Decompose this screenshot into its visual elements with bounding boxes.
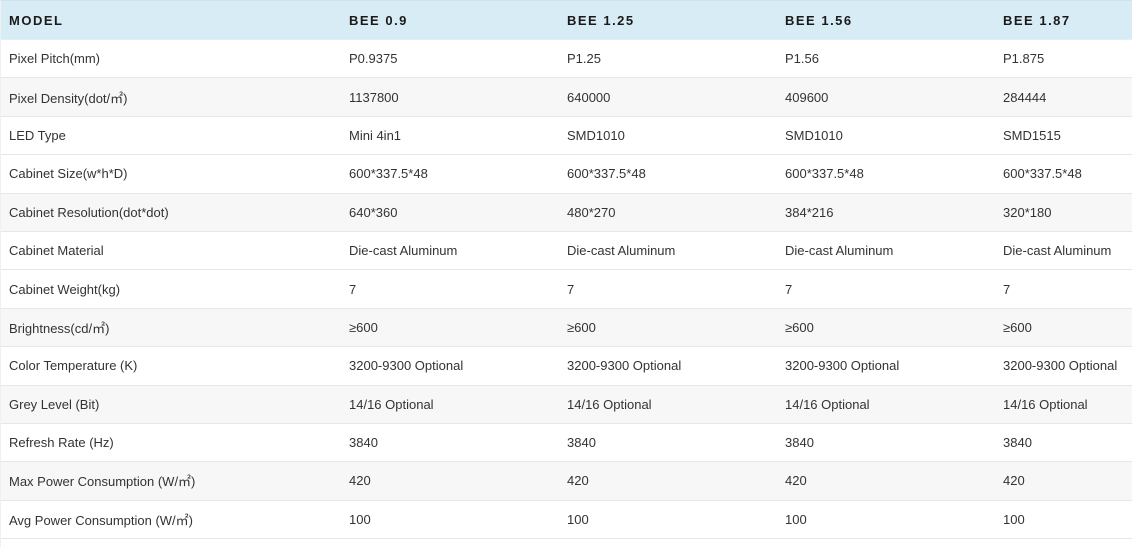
- row-label: Grey Level (Bit): [1, 385, 349, 424]
- cell-value: Die-cast Aluminum: [785, 231, 1003, 271]
- column-header-bee-1-87: BEE 1.87: [1003, 0, 1132, 40]
- row-label: Color Temperature (K): [1, 346, 349, 386]
- cell-value: 14/16 Optional: [785, 385, 1003, 424]
- cell-value: 3840: [785, 423, 1003, 463]
- cell-value: ≥600: [785, 308, 1003, 348]
- cell-value: SMD1010: [567, 116, 785, 156]
- table-row: Color Temperature (K) 3200-9300 Optional…: [1, 346, 1132, 386]
- cell-value: 3840: [567, 423, 785, 463]
- cell-value: 3200-9300 Optional: [785, 346, 1003, 386]
- cell-value: 480*270: [567, 193, 785, 232]
- cell-value: 3200-9300 Optional: [567, 346, 785, 386]
- cell-value: Die-cast Aluminum: [567, 231, 785, 271]
- cell-value: 420: [349, 461, 567, 501]
- cell-value: 640*360: [349, 193, 567, 232]
- cell-value: 600*337.5*48: [1003, 154, 1132, 194]
- cell-value: SMD1010: [785, 116, 1003, 156]
- table-row: Grey Level (Bit) 14/16 Optional 14/16 Op…: [1, 385, 1132, 424]
- row-label: Refresh Rate (Hz): [1, 423, 349, 463]
- cell-value: 320*180: [1003, 193, 1132, 232]
- spec-table-body: Pixel Pitch(mm) P0.9375 P1.25 P1.56 P1.8…: [1, 39, 1132, 540]
- cell-value: 7: [567, 269, 785, 309]
- cell-value: Mini 4in1: [349, 116, 567, 156]
- cell-value: 3200-9300 Optional: [1003, 346, 1132, 386]
- cell-value: 600*337.5*48: [349, 154, 567, 194]
- cell-value: 7: [1003, 269, 1132, 309]
- cell-value: 14/16 Optional: [1003, 385, 1132, 424]
- cell-value: 100: [349, 500, 567, 540]
- row-label: Cabinet Weight(kg): [1, 269, 349, 309]
- row-label: Cabinet Resolution(dot*dot): [1, 193, 349, 232]
- cell-value: 409600: [785, 77, 1003, 117]
- cell-value: 420: [567, 461, 785, 501]
- cell-value: 640000: [567, 77, 785, 117]
- cell-value: P0.9375: [349, 39, 567, 79]
- table-row: Pixel Density(dot/㎡) 1137800 640000 4096…: [1, 77, 1132, 117]
- cell-value: P1.56: [785, 39, 1003, 79]
- row-label: Pixel Pitch(mm): [1, 39, 349, 79]
- cell-value: 14/16 Optional: [567, 385, 785, 424]
- table-row: Cabinet Weight(kg) 7 7 7 7: [1, 269, 1132, 309]
- row-label: Brightness(cd/㎡): [1, 308, 349, 348]
- table-row: Cabinet Resolution(dot*dot) 640*360 480*…: [1, 193, 1132, 232]
- table-header-row: MODEL BEE 0.9 BEE 1.25 BEE 1.56 BEE 1.87: [1, 0, 1132, 40]
- table-row: Cabinet Size(w*h*D) 600*337.5*48 600*337…: [1, 154, 1132, 194]
- cell-value: 284444: [1003, 77, 1132, 117]
- table-row: Brightness(cd/㎡) ≥600 ≥600 ≥600 ≥600: [1, 308, 1132, 348]
- cell-value: 100: [567, 500, 785, 540]
- column-header-model: MODEL: [1, 0, 349, 40]
- row-label: Cabinet Material: [1, 231, 349, 271]
- cell-value: Die-cast Aluminum: [349, 231, 567, 271]
- row-label: Avg Power Consumption (W/㎡): [1, 500, 349, 540]
- cell-value: 384*216: [785, 193, 1003, 232]
- cell-value: P1.25: [567, 39, 785, 79]
- row-label: LED Type: [1, 116, 349, 156]
- cell-value: 14/16 Optional: [349, 385, 567, 424]
- cell-value: 3840: [1003, 423, 1132, 463]
- column-header-bee-1-56: BEE 1.56: [785, 0, 1003, 40]
- table-row: Refresh Rate (Hz) 3840 3840 3840 3840: [1, 423, 1132, 463]
- cell-value: 7: [349, 269, 567, 309]
- cell-value: 100: [1003, 500, 1132, 540]
- cell-value: ≥600: [567, 308, 785, 348]
- cell-value: P1.875: [1003, 39, 1132, 79]
- row-label: Pixel Density(dot/㎡): [1, 77, 349, 117]
- cell-value: 420: [785, 461, 1003, 501]
- column-header-bee-1-25: BEE 1.25: [567, 0, 785, 40]
- cell-value: 600*337.5*48: [785, 154, 1003, 194]
- cell-value: ≥600: [1003, 308, 1132, 348]
- cell-value: SMD1515: [1003, 116, 1132, 156]
- table-row: Cabinet Material Die-cast Aluminum Die-c…: [1, 231, 1132, 271]
- column-header-bee-0-9: BEE 0.9: [349, 0, 567, 40]
- row-label: Cabinet Size(w*h*D): [1, 154, 349, 194]
- row-label: Max Power Consumption (W/㎡): [1, 461, 349, 501]
- table-row: Pixel Pitch(mm) P0.9375 P1.25 P1.56 P1.8…: [1, 39, 1132, 79]
- cell-value: 600*337.5*48: [567, 154, 785, 194]
- cell-value: 100: [785, 500, 1003, 540]
- cell-value: 1137800: [349, 77, 567, 117]
- cell-value: 420: [1003, 461, 1132, 501]
- cell-value: Die-cast Aluminum: [1003, 231, 1132, 271]
- table-row: LED Type Mini 4in1 SMD1010 SMD1010 SMD15…: [1, 116, 1132, 156]
- table-row: Max Power Consumption (W/㎡) 420 420 420 …: [1, 461, 1132, 501]
- cell-value: 3200-9300 Optional: [349, 346, 567, 386]
- cell-value: 3840: [349, 423, 567, 463]
- cell-value: ≥600: [349, 308, 567, 348]
- cell-value: 7: [785, 269, 1003, 309]
- table-row: Avg Power Consumption (W/㎡) 100 100 100 …: [1, 500, 1132, 540]
